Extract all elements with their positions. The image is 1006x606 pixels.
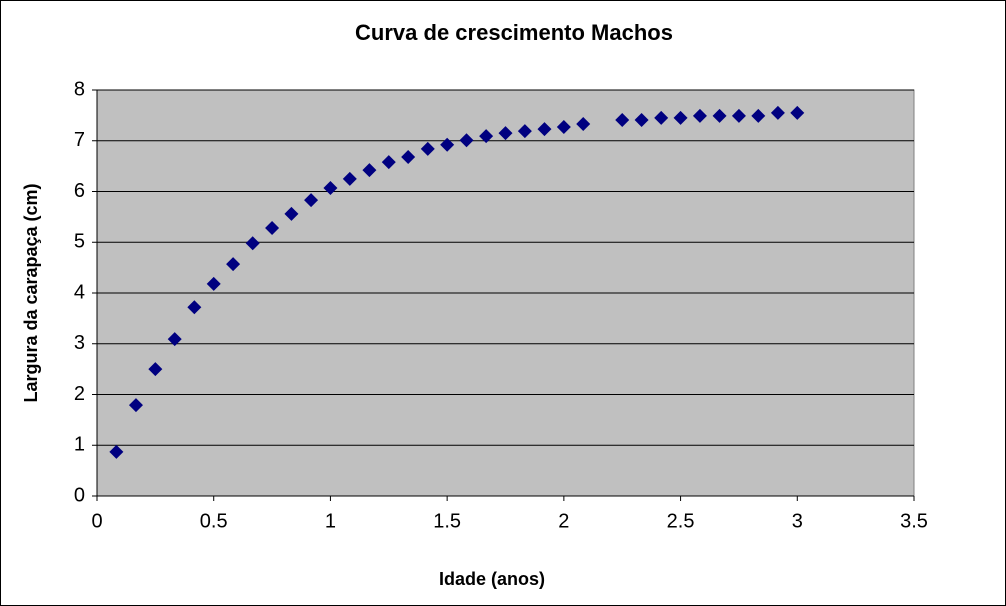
point [245, 236, 260, 251]
y-tick-label: 8 [74, 78, 85, 100]
point [440, 137, 455, 152]
point [362, 163, 377, 178]
point [517, 124, 532, 139]
y-tick-label: 0 [74, 484, 85, 506]
x-tick-label: 0.5 [200, 510, 228, 532]
point [342, 171, 357, 186]
y-tick-label: 3 [74, 332, 85, 354]
x-tick-label: 0 [91, 510, 102, 532]
x-axis-label: Idade (anos) [439, 569, 545, 589]
point [576, 117, 591, 132]
y-tick-label: 4 [74, 281, 85, 303]
point [167, 332, 182, 347]
point [634, 112, 649, 127]
point [770, 105, 785, 120]
point [654, 110, 669, 125]
point [381, 155, 396, 170]
y-axis-label: Largura da carapaça (cm) [21, 183, 41, 402]
point [731, 108, 746, 123]
point [751, 108, 766, 123]
y-tick-label: 6 [74, 180, 85, 202]
x-tick-label: 3.5 [900, 510, 928, 532]
point [109, 444, 124, 459]
point [226, 257, 241, 272]
point [692, 108, 707, 123]
point [537, 122, 552, 137]
x-tick-label: 2.5 [667, 510, 695, 532]
point [401, 149, 416, 164]
point [206, 276, 221, 291]
x-tick-label: 3 [792, 510, 803, 532]
point [673, 110, 688, 125]
point [498, 126, 513, 141]
y-tick-label: 2 [74, 383, 85, 405]
x-tick-label: 1.5 [433, 510, 461, 532]
point [420, 141, 435, 156]
point [187, 300, 202, 315]
point [712, 108, 727, 123]
point [790, 105, 805, 120]
point [148, 362, 163, 377]
chart-title: Curva de crescimento Machos [355, 20, 673, 45]
y-tick-label: 1 [74, 434, 85, 456]
point [459, 133, 474, 148]
x-tick-label: 2 [558, 510, 569, 532]
point [265, 221, 280, 236]
point [323, 180, 338, 195]
point [128, 398, 143, 413]
y-tick-label: 7 [74, 129, 85, 151]
x-tick-label: 1 [325, 510, 336, 532]
point [615, 112, 630, 127]
point [304, 193, 319, 208]
y-tick-label: 5 [74, 231, 85, 253]
point [556, 120, 571, 135]
point [479, 129, 494, 144]
point [284, 206, 299, 221]
